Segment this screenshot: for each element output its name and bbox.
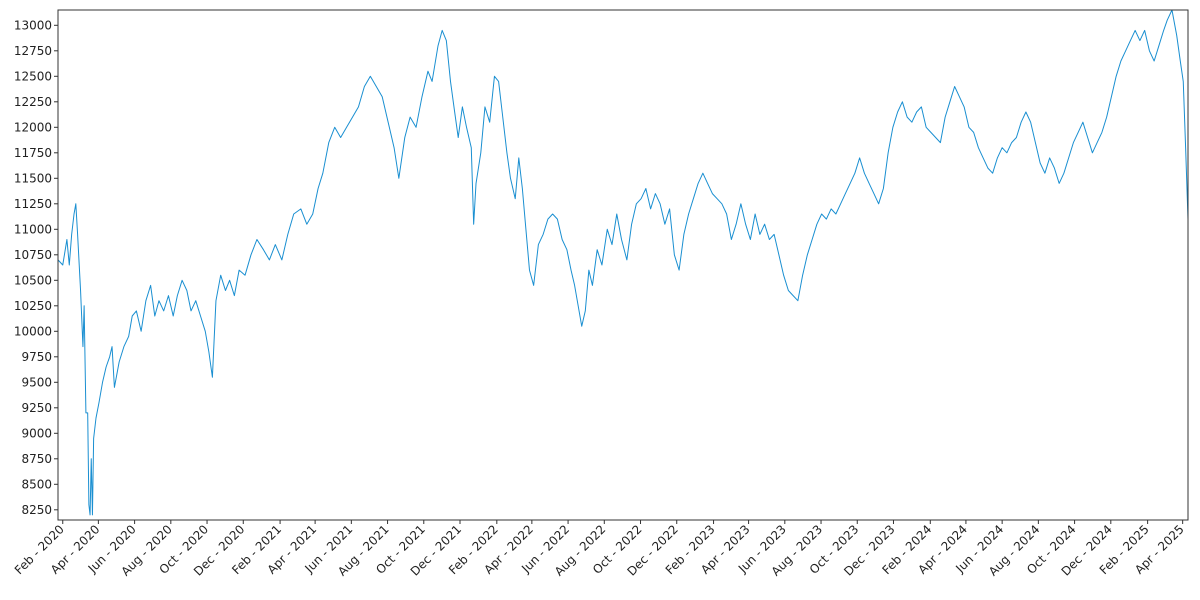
y-tick-label: 9500 (21, 375, 52, 389)
y-tick-label: 9000 (21, 426, 52, 440)
y-tick-label: 10750 (14, 248, 52, 262)
y-tick-label: 10500 (14, 273, 52, 287)
y-tick-label: 9250 (21, 401, 52, 415)
y-tick-label: 11750 (14, 146, 52, 160)
y-tick-label: 8250 (21, 503, 52, 517)
y-tick-label: 9750 (21, 350, 52, 364)
plot-frame (57, 9, 1189, 521)
y-axis: 8250 8500 8750 9000 9250 9500 9750 10000 10250 10… (14, 18, 58, 517)
y-tick-label: 8750 (21, 452, 52, 466)
y-tick-label: 10250 (14, 299, 52, 313)
y-tick-label: 13000 (14, 18, 52, 32)
y-tick-label: 10000 (14, 324, 52, 338)
y-tick-label: 11000 (14, 222, 52, 236)
y-tick-label: 12250 (14, 95, 52, 109)
y-tick-label: 8500 (21, 477, 52, 491)
series-line-0 (57, 9, 1189, 516)
y-tick-label: 11500 (14, 171, 52, 185)
y-tick-label: 12000 (14, 120, 52, 134)
y-tick-label: 12500 (14, 69, 52, 83)
y-tick-label: 11250 (14, 197, 52, 211)
y-tick-label: 12750 (14, 44, 52, 58)
series-layer (57, 9, 1189, 516)
plot-area (58, 10, 1188, 520)
